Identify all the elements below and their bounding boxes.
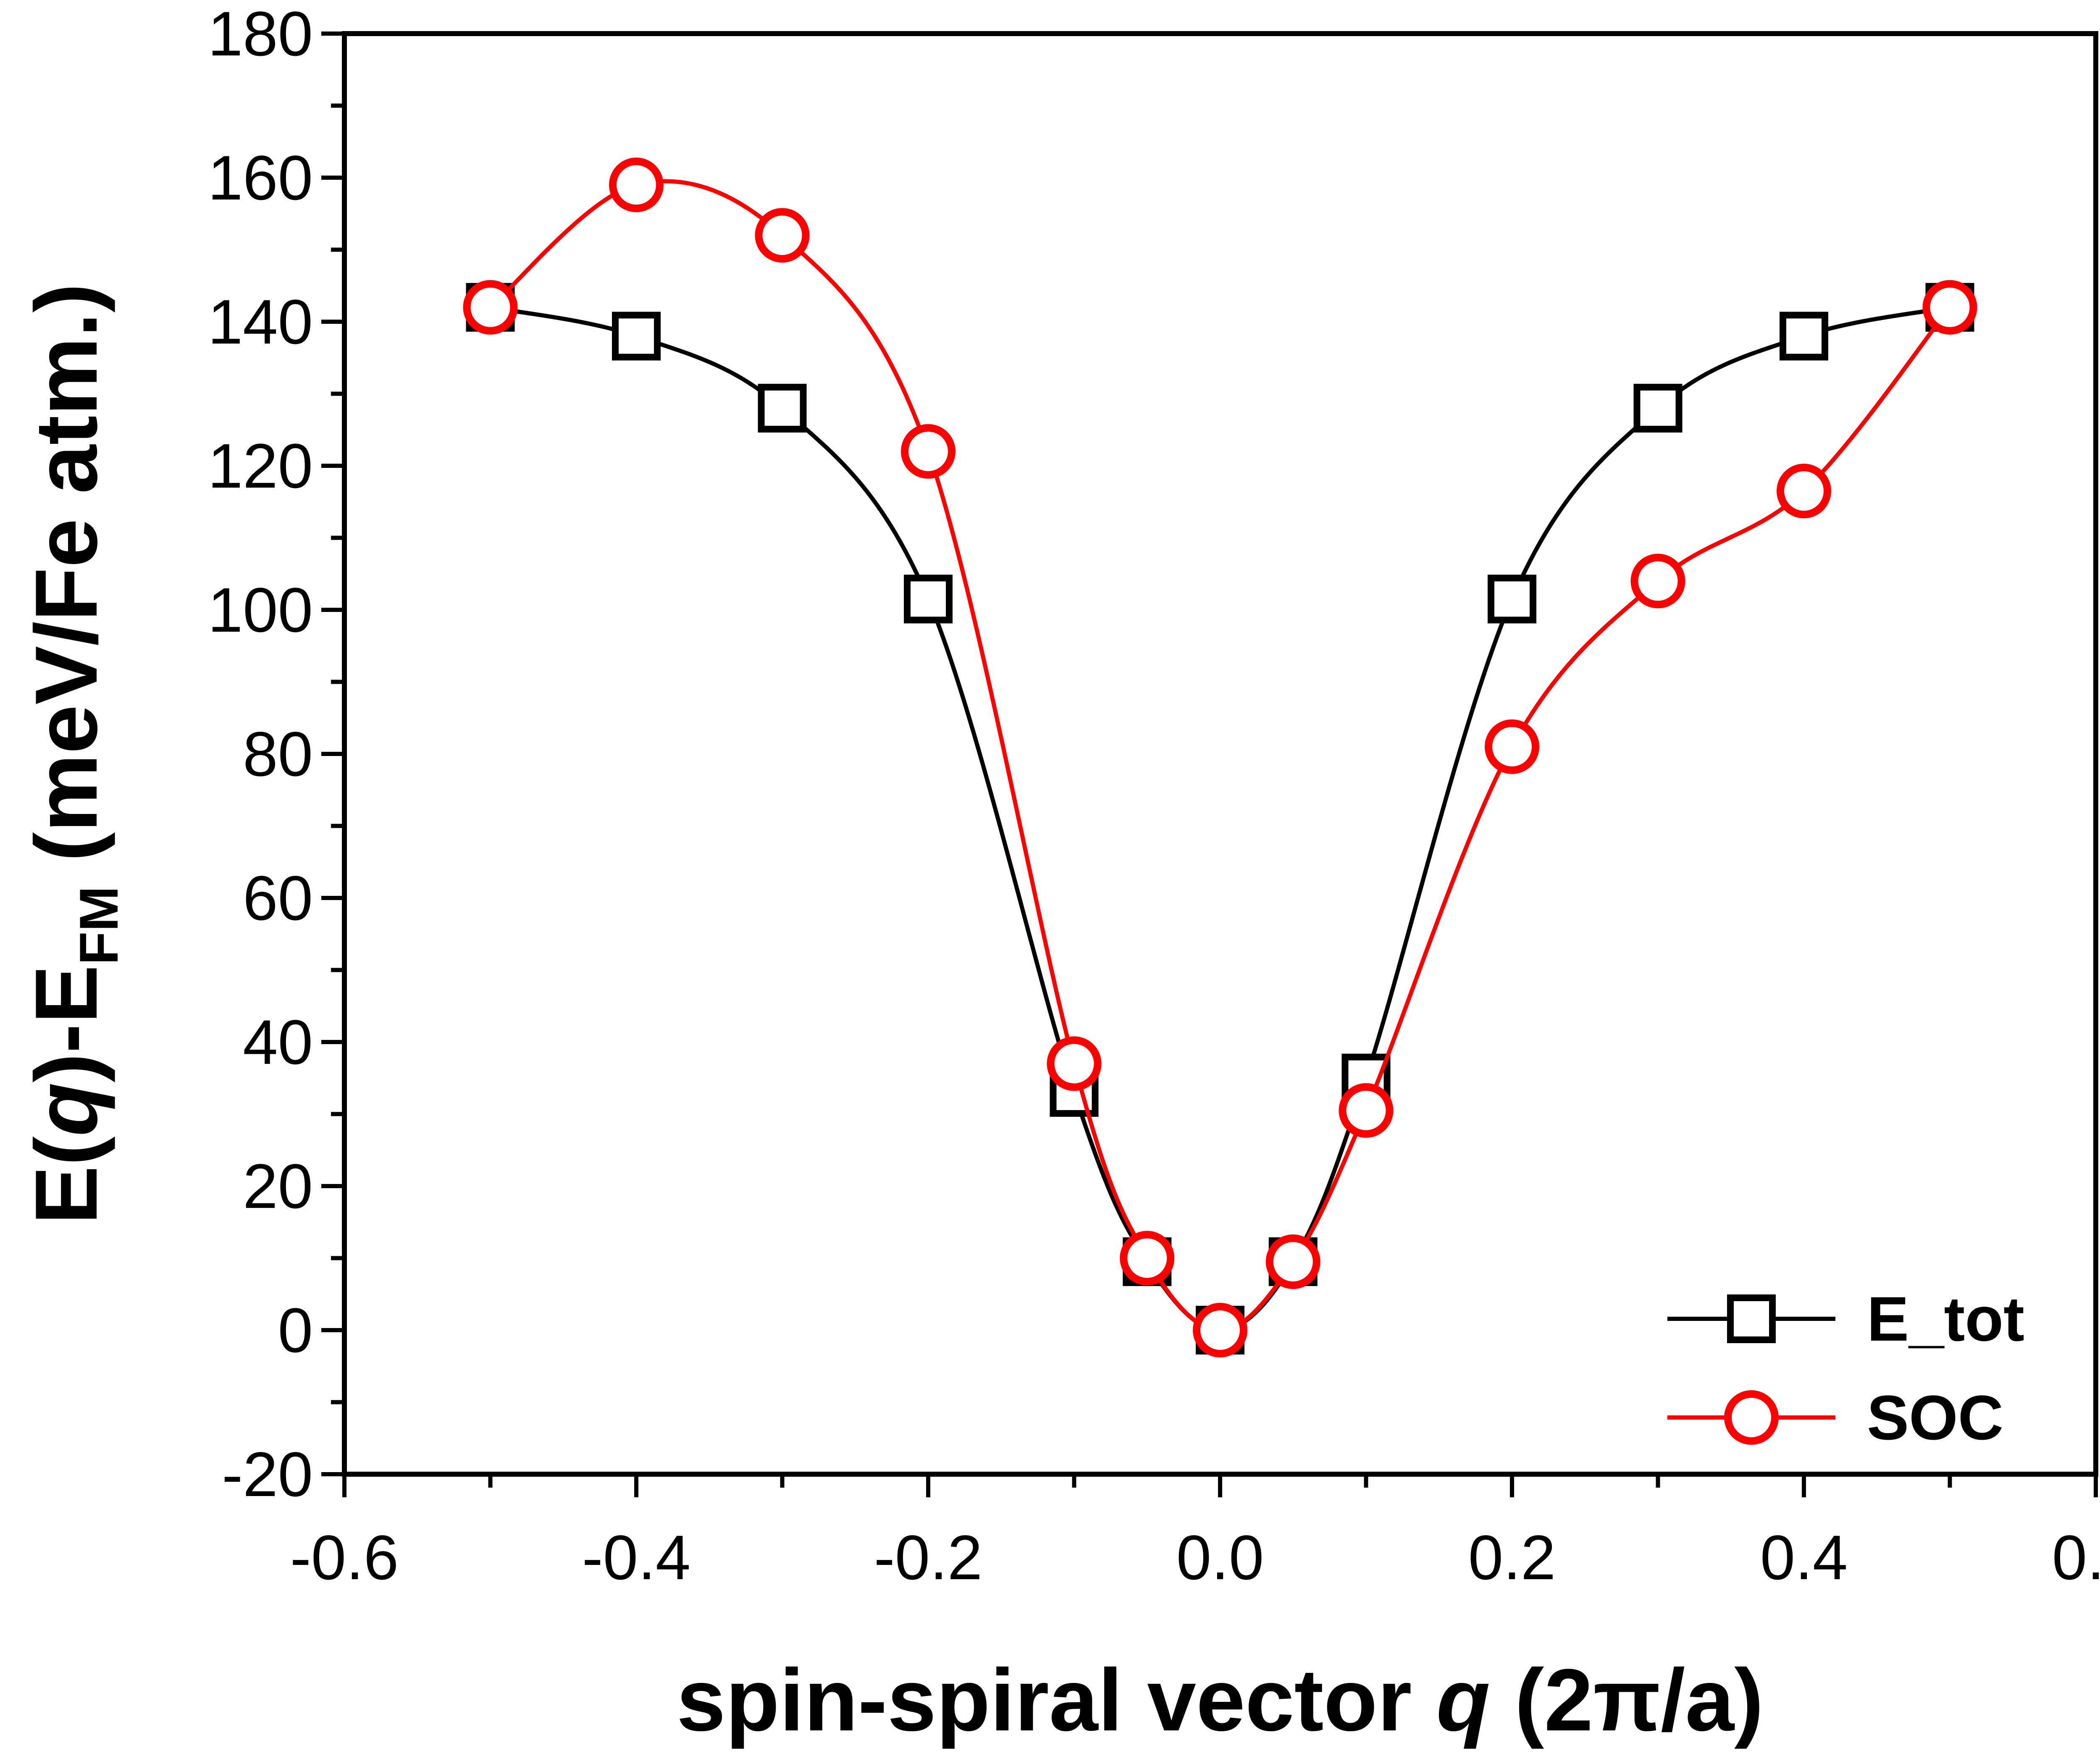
y-tick-labels: -20 0 20 40 60 80 100 120 140 160 180: [208, 0, 313, 1509]
data-point-soc: [1339, 1083, 1394, 1138]
y-tick-label: 140: [208, 286, 313, 357]
data-point-soc: [1193, 1303, 1247, 1357]
series-soc: [463, 158, 1977, 1357]
y-tick-label: 60: [243, 863, 313, 933]
data-point-soc: [463, 280, 518, 335]
data-point-soc: [1485, 719, 1539, 774]
legend: E_tot SOC: [1667, 1284, 2024, 1453]
plot-frame: [342, 31, 2098, 1477]
data-point-e_tot: [612, 312, 661, 361]
x-tick-label: -0.2: [874, 1522, 982, 1593]
y-tick-label: 120: [208, 430, 313, 501]
data-point-soc: [1922, 280, 1977, 335]
series-layer: [463, 158, 1977, 1357]
y-tick-label: 180: [208, 0, 313, 69]
data-point-soc: [901, 424, 956, 479]
x-tick-label: -0.4: [582, 1522, 690, 1593]
y-tick-label: 100: [208, 575, 313, 645]
tick-marks: [321, 32, 2098, 1497]
data-point-e_tot: [1488, 575, 1536, 624]
series-e_tot: [466, 283, 1974, 1354]
data-point-soc: [1120, 1231, 1175, 1286]
data-point-soc: [1047, 1036, 1102, 1091]
y-tick-label: 160: [208, 142, 313, 213]
data-point-e_tot: [1633, 383, 1683, 433]
x-tick-label: 0.4: [1760, 1522, 1848, 1593]
y-tick-label: 20: [243, 1151, 313, 1221]
series-line-soc: [489, 179, 1952, 1333]
data-point-soc: [1777, 464, 1831, 519]
legend-marker-soc: [1724, 1390, 1779, 1445]
x-tick-labels: -0.6 -0.4 -0.2 0.0 0.2 0.4 0.6: [290, 1522, 2100, 1593]
data-point-e_tot: [904, 575, 953, 624]
x-tick-label: -0.6: [290, 1522, 399, 1593]
data-point-soc: [609, 158, 664, 213]
data-point-e_tot: [758, 383, 807, 433]
x-tick-label: 0.6: [2052, 1522, 2100, 1593]
y-axis-title: E(q)-EFM (meV/Fe atm.): [17, 283, 129, 1224]
y-tick-label: 80: [243, 719, 313, 789]
y-tick-label: 0: [278, 1295, 313, 1365]
x-tick-label: 0.2: [1468, 1522, 1556, 1593]
legend-label-e_tot: E_tot: [1867, 1284, 2024, 1354]
data-point-e_tot: [1780, 312, 1828, 361]
data-point-soc: [1265, 1234, 1320, 1289]
x-axis-title: spin-spiral vector q (2π/a): [677, 1651, 1764, 1749]
y-tick-label: 40: [243, 1007, 313, 1077]
data-point-soc: [1630, 554, 1685, 609]
data-point-soc: [755, 208, 810, 263]
legend-marker-e_tot: [1727, 1294, 1776, 1343]
x-tick-label: 0.0: [1176, 1522, 1264, 1593]
legend-label-soc: SOC: [1867, 1382, 2003, 1453]
y-tick-label: -20: [222, 1439, 313, 1509]
series-line-e_tot: [490, 305, 1950, 1333]
